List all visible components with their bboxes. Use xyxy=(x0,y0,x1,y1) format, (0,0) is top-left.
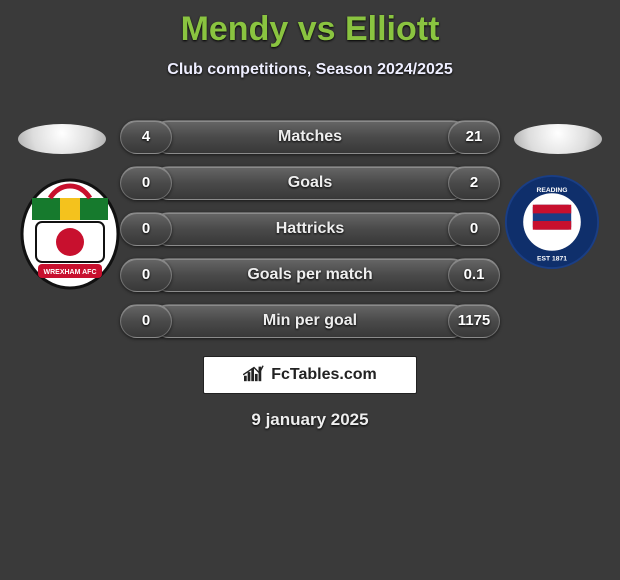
page-title: Mendy vs Elliott xyxy=(0,0,620,49)
stat-label: Matches xyxy=(130,120,490,154)
stats-panel: 421Matches 02Goals 00Hattricks 00.1Goals pe… xyxy=(130,120,490,350)
svg-text:WREXHAM AFC: WREXHAM AFC xyxy=(43,269,96,276)
stat-label: Goals xyxy=(130,166,490,200)
stat-row: 01175Min per goal xyxy=(130,304,490,338)
player-right-avatar xyxy=(514,124,602,154)
brand-text: FcTables.com xyxy=(271,366,377,384)
svg-text:EST 1871: EST 1871 xyxy=(537,255,567,262)
brand-badge: FcTables.com xyxy=(203,356,417,394)
subtitle: Club competitions, Season 2024/2025 xyxy=(0,61,620,79)
stat-label: Goals per match xyxy=(130,258,490,292)
club-crest-right: READING EST 1871 xyxy=(504,174,600,270)
club-crest-left: WREXHAM AFC xyxy=(20,178,120,290)
stat-label: Min per goal xyxy=(130,304,490,338)
svg-text:READING: READING xyxy=(537,187,568,194)
bar-chart-icon xyxy=(243,363,265,388)
stat-label: Hattricks xyxy=(130,212,490,246)
stat-row: 02Goals xyxy=(130,166,490,200)
stat-row: 421Matches xyxy=(130,120,490,154)
stat-row: 00.1Goals per match xyxy=(130,258,490,292)
player-left-avatar xyxy=(18,124,106,154)
date-text: 9 january 2025 xyxy=(0,410,620,430)
stat-row: 00Hattricks xyxy=(130,212,490,246)
